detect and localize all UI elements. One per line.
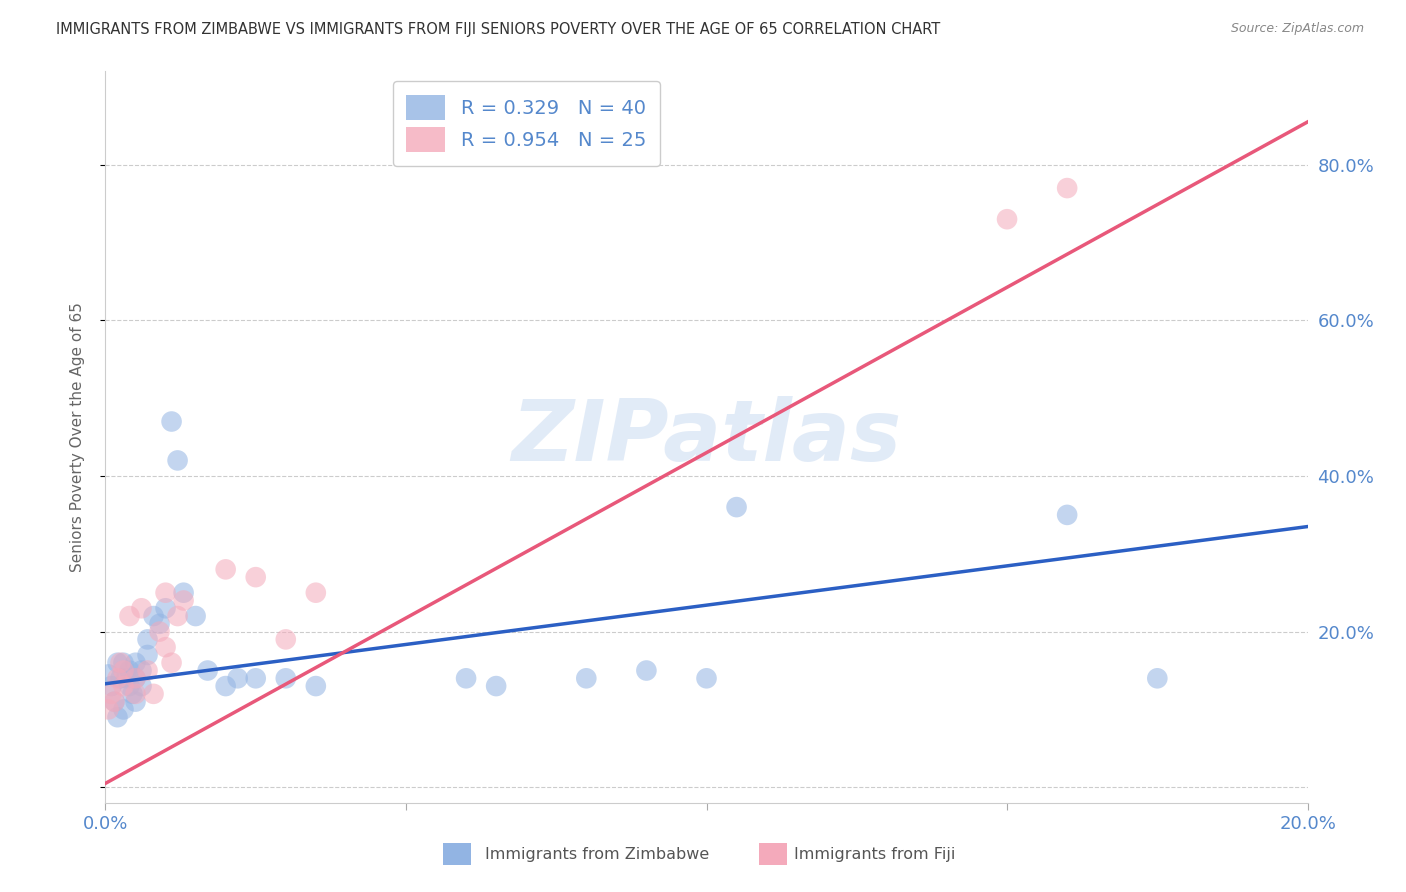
Point xyxy=(155,585,177,599)
Point xyxy=(107,710,129,724)
Point xyxy=(142,609,165,624)
Point xyxy=(100,679,122,693)
Point xyxy=(110,656,132,670)
Point xyxy=(97,667,120,681)
Point xyxy=(173,593,195,607)
Point xyxy=(160,656,183,670)
Point xyxy=(575,671,598,685)
Point xyxy=(131,679,153,693)
Point xyxy=(124,671,146,685)
Point xyxy=(160,415,183,429)
Point xyxy=(148,616,170,631)
Point xyxy=(112,679,135,693)
Point xyxy=(166,453,188,467)
Point xyxy=(124,687,146,701)
Point xyxy=(124,656,146,670)
Point xyxy=(131,664,153,678)
Point xyxy=(214,679,236,693)
Point xyxy=(107,671,129,685)
Text: IMMIGRANTS FROM ZIMBABWE VS IMMIGRANTS FROM FIJI SENIORS POVERTY OVER THE AGE OF: IMMIGRANTS FROM ZIMBABWE VS IMMIGRANTS F… xyxy=(56,22,941,37)
Text: Source: ZipAtlas.com: Source: ZipAtlas.com xyxy=(1230,22,1364,36)
Text: Immigrants from Fiji: Immigrants from Fiji xyxy=(794,847,956,862)
Point xyxy=(112,702,135,716)
Point xyxy=(214,562,236,576)
Point xyxy=(121,687,143,701)
Text: ZIPatlas: ZIPatlas xyxy=(512,395,901,479)
Point xyxy=(115,671,138,685)
Text: Immigrants from Zimbabwe: Immigrants from Zimbabwe xyxy=(485,847,709,862)
Point xyxy=(148,624,170,639)
Point xyxy=(155,601,177,615)
Point xyxy=(103,695,125,709)
Legend: R = 0.329   N = 40, R = 0.954   N = 25: R = 0.329 N = 40, R = 0.954 N = 25 xyxy=(392,81,659,166)
Point xyxy=(1056,181,1078,195)
Point xyxy=(485,679,508,693)
Point xyxy=(100,687,122,701)
Point xyxy=(142,687,165,701)
Point xyxy=(274,632,297,647)
Point xyxy=(696,671,718,685)
Y-axis label: Seniors Poverty Over the Age of 65: Seniors Poverty Over the Age of 65 xyxy=(70,302,84,572)
Point xyxy=(173,585,195,599)
Point xyxy=(124,695,146,709)
Point xyxy=(110,671,132,685)
Point xyxy=(454,671,477,685)
Point xyxy=(155,640,177,655)
Point xyxy=(245,671,267,685)
Point xyxy=(112,664,135,678)
Point xyxy=(636,664,658,678)
Point xyxy=(131,601,153,615)
Point xyxy=(118,679,141,693)
Point xyxy=(184,609,207,624)
Point xyxy=(136,664,159,678)
Point xyxy=(725,500,748,515)
Point xyxy=(103,695,125,709)
Point xyxy=(226,671,249,685)
Point xyxy=(1146,671,1168,685)
Point xyxy=(245,570,267,584)
Point xyxy=(1056,508,1078,522)
Point xyxy=(118,609,141,624)
Point xyxy=(97,702,120,716)
Point xyxy=(166,609,188,624)
Point xyxy=(995,212,1018,227)
Point xyxy=(107,656,129,670)
Point xyxy=(136,648,159,662)
Point xyxy=(305,679,328,693)
Point xyxy=(197,664,219,678)
Point xyxy=(118,664,141,678)
Point xyxy=(112,656,135,670)
Point xyxy=(274,671,297,685)
Point xyxy=(305,585,328,599)
Point xyxy=(136,632,159,647)
Point xyxy=(124,671,146,685)
